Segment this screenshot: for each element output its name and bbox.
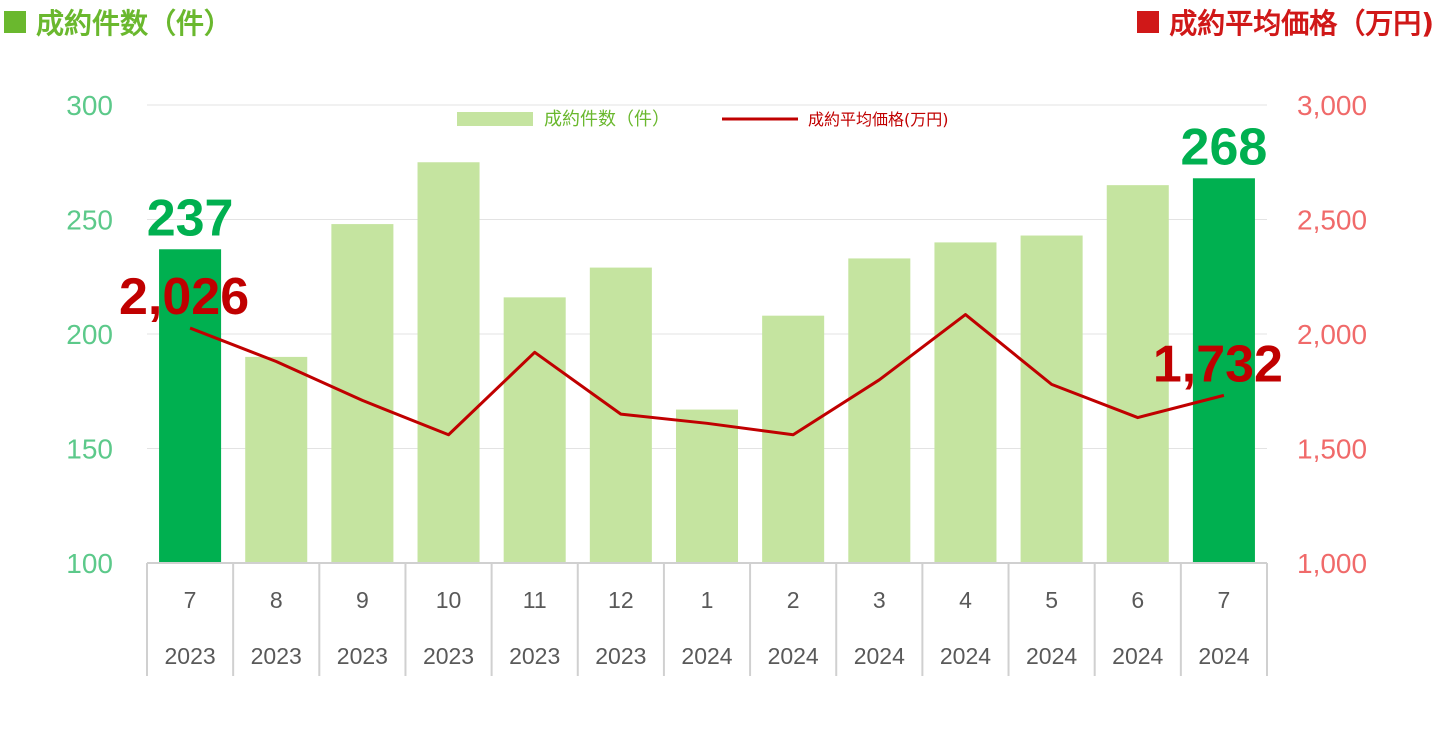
right-axis-tick-label: 2,500: [1297, 205, 1367, 236]
x-tick-label: 4: [959, 587, 972, 613]
bar-series: [159, 162, 1255, 563]
x-year-label: 2024: [1026, 643, 1077, 669]
line-series: [189, 313, 1225, 437]
bar: [1020, 235, 1083, 563]
x-year-label: 2023: [509, 643, 560, 669]
x-year-label: 2024: [681, 643, 732, 669]
left-axis-tick-label: 100: [66, 548, 113, 579]
line-data-label: 2,026: [119, 268, 249, 326]
x-year-label: 2023: [423, 643, 474, 669]
x-tick-label: 8: [270, 587, 283, 613]
x-tick-label: 11: [523, 587, 547, 613]
bar: [1106, 185, 1169, 563]
x-tick-label: 7: [184, 587, 197, 613]
left-axis-tick-label: 200: [66, 319, 113, 350]
x-tick-label: 12: [608, 587, 634, 613]
right-axis-title-text: 成約平均価格（万円): [1169, 7, 1434, 40]
left-axis-title-text: 成約件数（件）: [36, 7, 233, 40]
line-data-label: 1,732: [1153, 335, 1283, 393]
bar: [331, 224, 394, 563]
x-year-label: 2023: [251, 643, 302, 669]
x-year-label: 2024: [1198, 643, 1249, 669]
legend-bar-swatch: [457, 112, 533, 126]
x-tick-label: 1: [701, 587, 714, 613]
bar: [762, 315, 825, 563]
red-square-icon: [1137, 11, 1160, 33]
legend-line-label: 成約平均価格(万円): [808, 110, 949, 129]
left-axis-tick-label: 250: [66, 205, 113, 236]
bar: [1192, 178, 1255, 563]
x-year-label: 2023: [337, 643, 388, 669]
bar: [675, 409, 739, 563]
x-tick-label: 6: [1131, 587, 1144, 613]
green-square-icon: [4, 11, 26, 33]
right-axis-tick-label: 3,000: [1297, 90, 1367, 121]
left-axis-tick-label: 150: [66, 434, 113, 465]
x-tick-label: 5: [1045, 587, 1058, 613]
right-axis-tick-label: 1,500: [1297, 434, 1367, 465]
x-year-label: 2024: [1112, 643, 1163, 669]
price-line: [189, 313, 1225, 437]
x-year-label: 2024: [854, 643, 905, 669]
right-axis-tick-label: 2,000: [1297, 319, 1367, 350]
right-axis-title: 成約平均価格（万円): [1137, 2, 1434, 42]
bar-data-label: 237: [147, 189, 234, 247]
bar-data-label: 268: [1181, 118, 1268, 176]
axes: 100 1,000 150 1,500 200 2,000 250 2,500 300 3,000…: [66, 90, 1367, 676]
right-axis-tick-label: 1,000: [1297, 548, 1367, 579]
x-tick-label: 3: [873, 587, 886, 613]
bar: [245, 356, 308, 563]
left-axis-tick-label: 300: [66, 90, 113, 121]
x-year-label: 2024: [940, 643, 991, 669]
legend: 成約件数（件） 成約平均価格(万円): [457, 109, 949, 130]
x-tick-label: 2: [787, 587, 800, 613]
x-year-label: 2023: [595, 643, 646, 669]
x-tick-label: 9: [356, 587, 369, 613]
legend-bar-label: 成約件数（件）: [544, 109, 670, 130]
left-axis-title: 成約件数（件）: [4, 2, 232, 42]
bar: [503, 297, 566, 563]
data-labels: 237 268 2,026 1,732: [119, 118, 1283, 393]
bar: [934, 242, 997, 563]
bar: [848, 258, 911, 563]
bar: [159, 249, 222, 563]
x-tick-label: 7: [1218, 587, 1231, 613]
x-year-label: 2023: [164, 643, 215, 669]
x-year-label: 2024: [768, 643, 819, 669]
x-tick-label: 10: [436, 587, 462, 613]
bar: [417, 162, 480, 563]
grid-lines: [147, 104, 1267, 449]
